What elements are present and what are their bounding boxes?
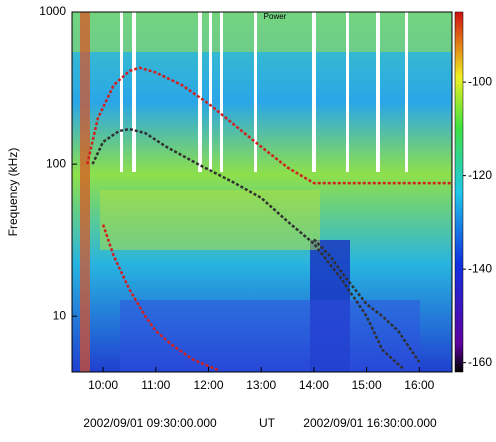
colorbar-tick-label: -160	[468, 355, 492, 369]
x-tick-label: 14:00	[299, 378, 329, 392]
colorbar	[454, 11, 464, 373]
trace	[86, 66, 451, 185]
x-tick-label: 15:00	[352, 378, 382, 392]
spectrogram	[72, 12, 452, 372]
colorbar-tick-label: -140	[468, 261, 492, 275]
y-tick-label: 100	[46, 156, 66, 170]
x-tick-label: 11:00	[141, 378, 170, 392]
colorbar-tick-label: -100	[468, 74, 492, 88]
plot-frame	[71, 11, 453, 373]
x-end-label: 2002/09/01 16:30:00.000	[303, 416, 437, 430]
x-tick-label: 13:00	[246, 378, 276, 392]
chart-title: Power	[264, 12, 287, 21]
y-axis-title: Frequency (kHz)	[6, 148, 20, 237]
colorbar-tick-label: -120	[468, 168, 492, 182]
x-tick-label: 10:00	[88, 378, 118, 392]
trace	[101, 224, 220, 372]
trace	[91, 127, 405, 370]
trace	[313, 238, 421, 363]
x-start-label: 2002/09/01 09:30:00.000	[83, 416, 217, 430]
y-tick-label: 1000	[39, 4, 66, 18]
x-axis-title: UT	[259, 416, 276, 430]
x-tick-label: 16:00	[404, 378, 434, 392]
x-tick-label: 12:00	[193, 378, 223, 392]
y-tick-label: 10	[53, 308, 67, 322]
